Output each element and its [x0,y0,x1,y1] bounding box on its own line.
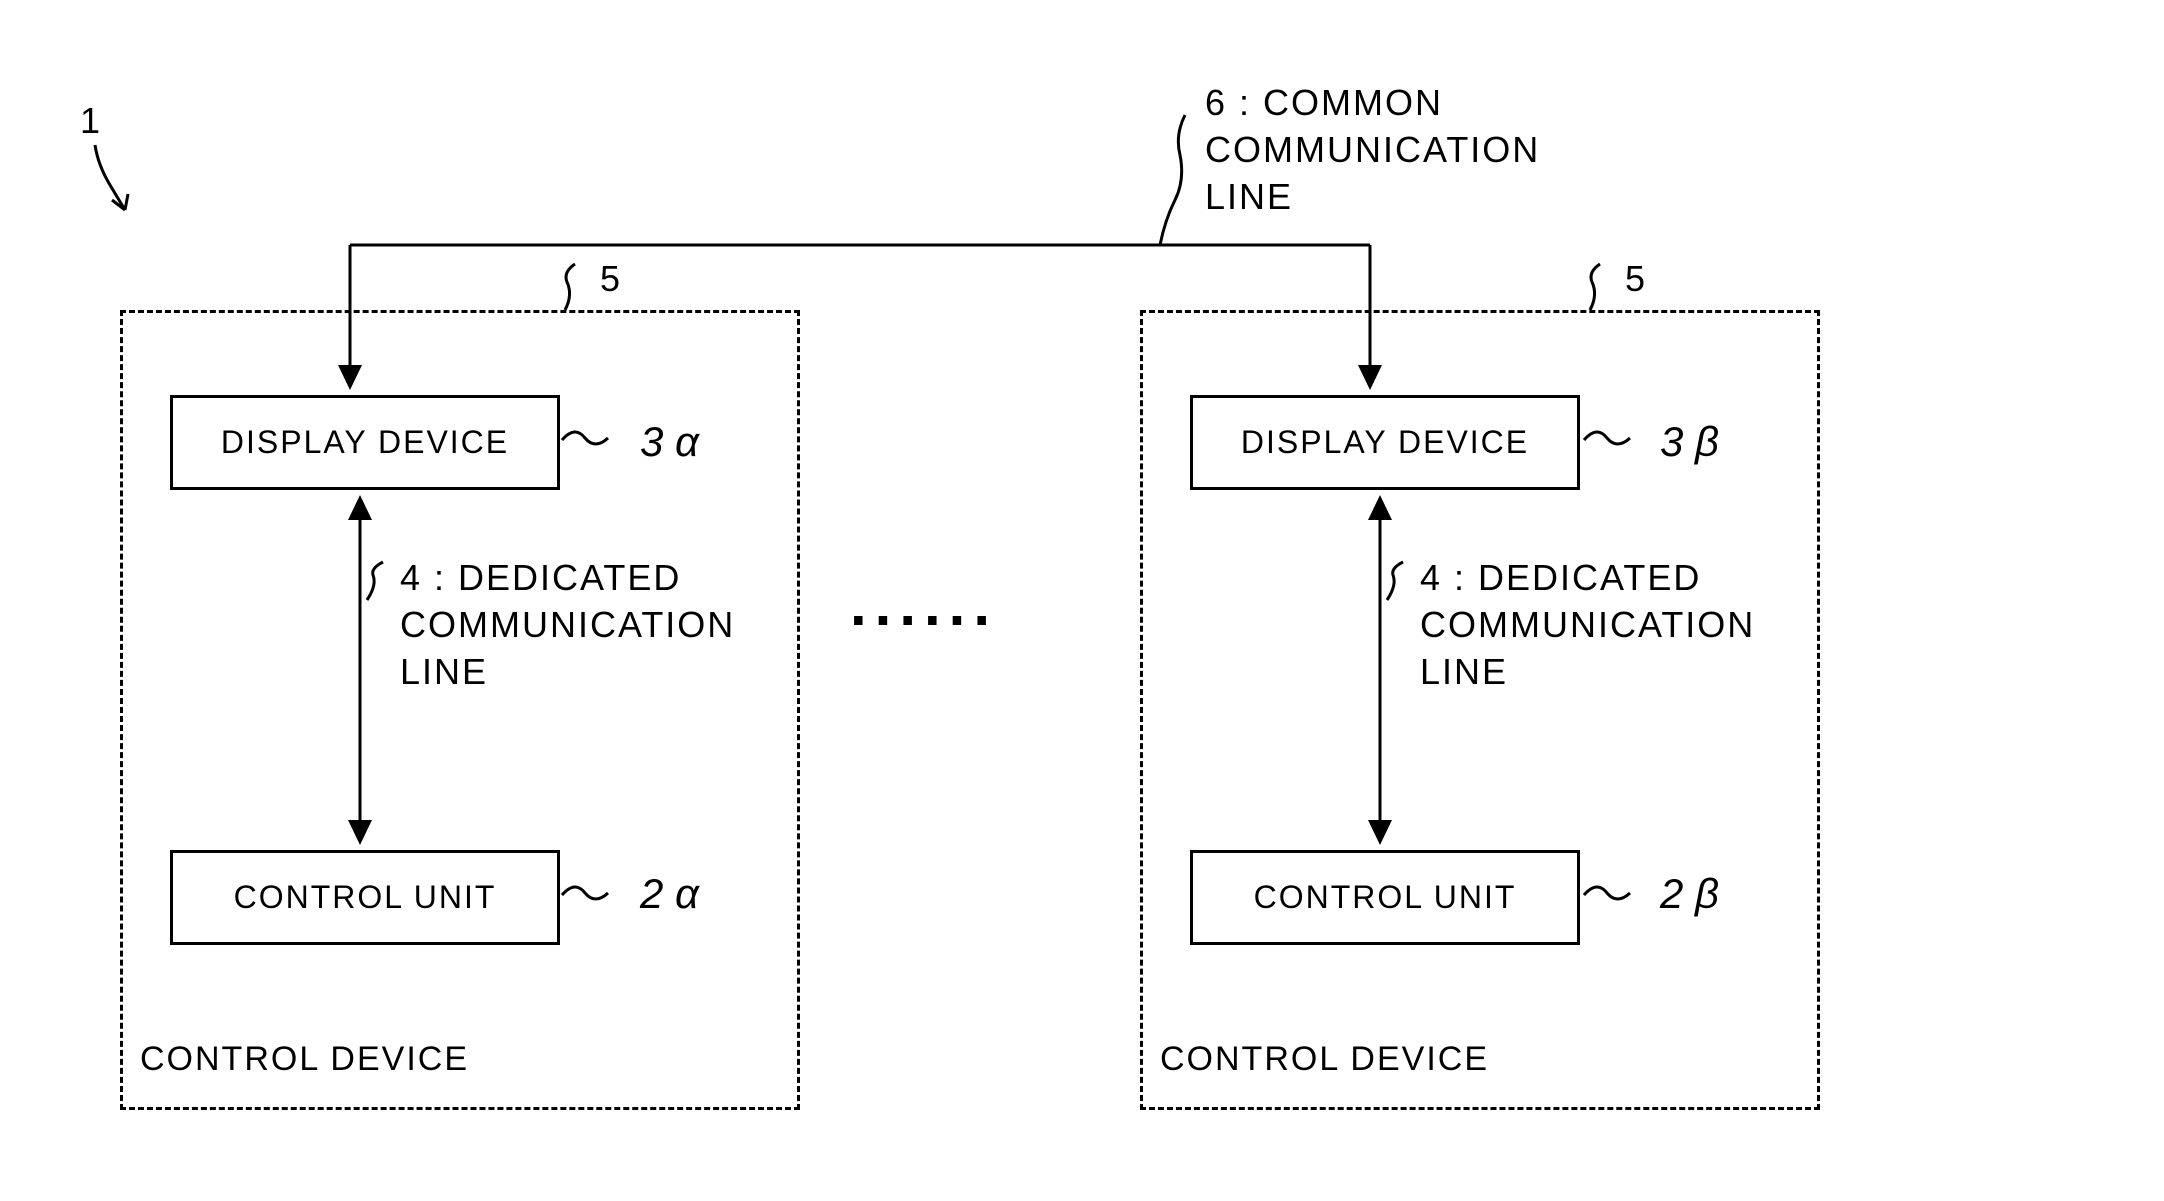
control-unit-right: CONTROL UNIT [1190,850,1580,945]
display-device-right: DISPLAY DEVICE [1190,395,1580,490]
ellipsis-dots: ...... [850,570,998,639]
control-unit-left: CONTROL UNIT [170,850,560,945]
ref-4-right-label: 4 : DEDICATED COMMUNICATION LINE [1420,555,1755,695]
ref-4-right-number: 4 [1420,557,1442,598]
control-device-left-label: CONTROL DEVICE [140,1040,469,1079]
ref-2b-greek: β [1695,870,1719,917]
ref-6-number: 6 [1205,82,1227,123]
ref-3beta: 3 β [1660,418,1719,466]
ref-2alpha: 2 α [640,870,699,918]
ref-3alpha: 3 α [640,418,699,466]
ref-3b-prefix: 3 [1660,418,1683,465]
ref-2b-squiggle-icon [1582,875,1632,915]
control-device-right-label: CONTROL DEVICE [1160,1040,1489,1079]
ref-2a-squiggle-icon [560,875,610,915]
ref-3a-squiggle-icon [560,420,610,460]
ref-4-right-text: DEDICATED COMMUNICATION LINE [1420,557,1755,692]
ref-2beta: 2 β [1660,870,1719,918]
ref-3a-prefix: 3 [640,418,663,465]
ref-4-left-number: 4 [400,557,422,598]
dedicated-line-left-icon [340,490,380,850]
ref-6-text: COMMON COMMUNICATION LINE [1205,82,1540,217]
ref-5-right: 5 [1625,258,1647,300]
ref-6-label: 6 : COMMON COMMUNICATION LINE [1205,80,1540,220]
ref-3b-greek: β [1695,418,1719,465]
dedicated-line-right-icon [1360,490,1400,850]
ref-4-left-text: DEDICATED COMMUNICATION LINE [400,557,735,692]
ref-4-left-label: 4 : DEDICATED COMMUNICATION LINE [400,555,735,695]
display-device-left: DISPLAY DEVICE [170,395,560,490]
ref-2b-prefix: 2 [1660,870,1683,917]
ref-3b-squiggle-icon [1582,420,1632,460]
ref-2a-greek: α [675,870,699,917]
ref-5-left: 5 [600,258,622,300]
block-diagram: 1 6 : COMMON COMMUNICATION LINE 5 DISPLA… [0,0,2164,1201]
ref-2a-prefix: 2 [640,870,663,917]
ref-3a-greek: α [675,418,699,465]
